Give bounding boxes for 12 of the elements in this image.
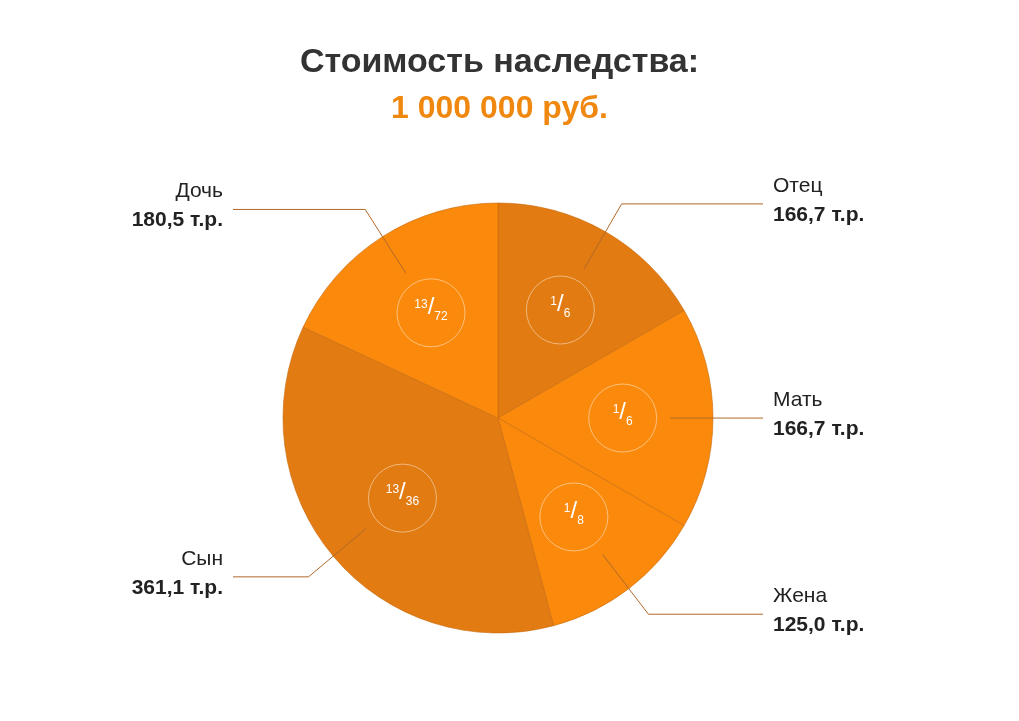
data-label: 180,5 т.р. <box>131 207 223 231</box>
data-label: 166,7 т.р. <box>773 201 865 225</box>
data-label: 361,1 т.р. <box>131 574 223 598</box>
slice-label: Отец <box>773 172 823 196</box>
chart-title: Стоимость наследства: <box>299 41 700 79</box>
slice-label: Мать <box>773 387 823 411</box>
data-label: 166,7 т.р. <box>773 416 865 440</box>
chart-subtitle: 1 000 000 руб. <box>391 89 608 125</box>
data-label: 125,0 т.р. <box>773 612 865 636</box>
slice-label: Дочь <box>175 178 224 202</box>
slice-label: Сын <box>181 545 223 569</box>
slice-label: Жена <box>773 583 828 607</box>
